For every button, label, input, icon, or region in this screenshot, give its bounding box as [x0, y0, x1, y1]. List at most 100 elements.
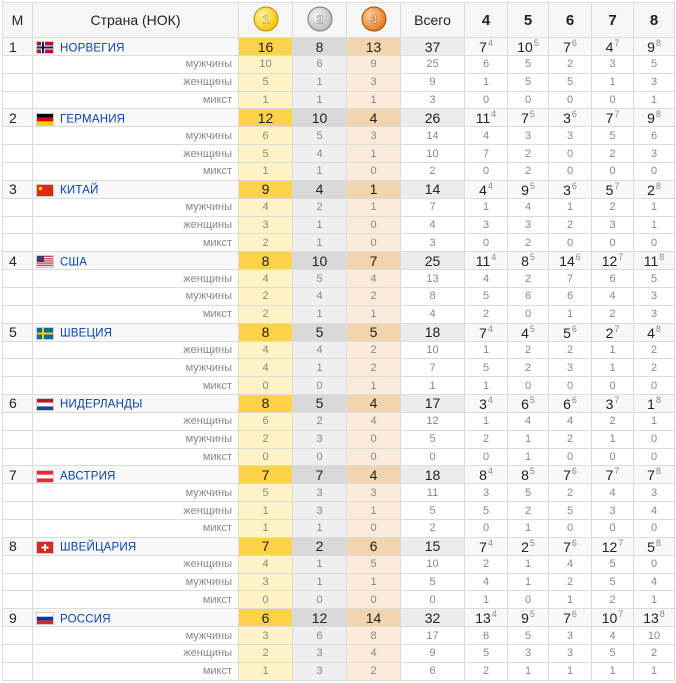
- medal-count: 4: [346, 465, 401, 485]
- place-value: 9: [647, 39, 655, 55]
- sub-row: микст 1 1 1 3 0 0 0 0 1: [2, 90, 675, 110]
- place-count: 7: [548, 269, 592, 288]
- sub-label: микст: [32, 304, 239, 324]
- country-link[interactable]: АВСТРИЯ: [60, 470, 116, 483]
- sub-label: микст: [32, 161, 239, 181]
- medal-count: 4: [346, 393, 401, 413]
- medal-disc: [361, 6, 386, 31]
- sub-label: женщины: [32, 215, 239, 235]
- medal-count: 3: [238, 626, 293, 645]
- place-count: 1: [633, 411, 675, 431]
- sub-label: мужчины: [32, 286, 239, 306]
- medal-count: 7: [238, 536, 293, 556]
- place-count: 0: [633, 518, 675, 538]
- place-count: 114: [464, 251, 508, 271]
- rank: 3: [2, 179, 33, 199]
- place-count: 4: [633, 572, 675, 592]
- medal-count: 1: [346, 144, 401, 163]
- place-count: 0: [633, 161, 675, 181]
- place-count: 48: [633, 322, 675, 342]
- place-value: 5: [563, 324, 571, 341]
- medal-count: 4: [238, 358, 293, 378]
- place-header: 5: [507, 2, 549, 38]
- sub-row: микст 1 3 2 6 2 1 1 1 1: [2, 661, 675, 681]
- place-superscript: 8: [655, 109, 661, 120]
- sub-label: женщины: [32, 643, 239, 663]
- place-count: 3: [548, 358, 592, 378]
- medal-count: 7: [292, 465, 347, 485]
- place-superscript: 5: [529, 252, 535, 263]
- country-cell: ГЕРМАНИЯ: [32, 108, 239, 128]
- country-link[interactable]: ГЕРМАНИЯ: [60, 113, 126, 126]
- total: 17: [400, 393, 465, 413]
- place-superscript: 8: [655, 466, 661, 477]
- place-header: 4: [464, 2, 508, 38]
- place-count: 77: [591, 465, 634, 485]
- place-count: 56: [548, 322, 592, 342]
- country-link[interactable]: ШВЕЦИЯ: [60, 327, 113, 340]
- sub-label: мужчины: [32, 197, 239, 217]
- total: 9: [400, 643, 465, 663]
- place-count: 138: [633, 608, 675, 628]
- total: 18: [400, 465, 465, 485]
- flag: [36, 326, 54, 340]
- place-value: 2: [605, 324, 614, 341]
- medal-count: 0: [238, 376, 293, 395]
- country-link[interactable]: НОРВЕГИЯ: [60, 41, 125, 54]
- place-superscript: 8: [659, 609, 665, 620]
- place-count: 6: [507, 286, 549, 306]
- total: 10: [400, 554, 465, 574]
- medal-header: 3: [346, 2, 401, 38]
- medal-count: 0: [346, 215, 401, 235]
- medal-count: 5: [292, 322, 347, 342]
- empty: [2, 411, 33, 431]
- place-count: 77: [591, 108, 634, 128]
- place-count: 1: [548, 197, 592, 217]
- country-link[interactable]: США: [60, 255, 88, 268]
- medal-count: 4: [346, 643, 401, 663]
- country-link[interactable]: КИТАЙ: [60, 184, 99, 197]
- medal-count: 0: [346, 590, 401, 610]
- place-count: 4: [591, 626, 634, 645]
- country-link[interactable]: ШВЕЙЦАРИЯ: [60, 541, 137, 554]
- place-superscript: 8: [655, 38, 661, 49]
- place-count: 5: [548, 501, 592, 520]
- place-count: 2: [507, 501, 549, 520]
- medal-count: 12: [292, 608, 347, 628]
- place-count: 36: [548, 108, 592, 128]
- sub-label: мужчины: [32, 483, 239, 503]
- place-value: 4: [647, 324, 655, 341]
- place-superscript: 5: [533, 38, 539, 49]
- rank: 5: [2, 322, 33, 342]
- country-link[interactable]: РОССИЯ: [60, 612, 111, 625]
- medal-count: 1: [292, 358, 347, 378]
- sub-label: микст: [32, 376, 239, 395]
- country-row: 8 ШВЕЙЦАРИЯ 7 2 6 15 74 25 76 127 58: [2, 536, 675, 556]
- medal-count: 5: [238, 72, 293, 92]
- total: 4: [400, 215, 465, 235]
- place-superscript: 7: [618, 252, 624, 263]
- place-value: 10: [601, 610, 618, 627]
- empty: [2, 376, 33, 395]
- medal-count: 4: [292, 286, 347, 306]
- place-superscript: 7: [614, 394, 620, 405]
- total: 5: [400, 501, 465, 520]
- medal-count: 5: [238, 483, 293, 503]
- sub-row: мужчины 5 3 3 11 3 5 2 4 3: [2, 483, 675, 503]
- place-count: 1: [507, 661, 549, 681]
- country-link[interactable]: НИДЕРЛАНДЫ: [60, 398, 143, 411]
- place-count: 1: [591, 72, 634, 92]
- place-count: 1: [464, 376, 508, 395]
- place-value: 6: [563, 395, 571, 412]
- place-count: 18: [633, 393, 675, 413]
- place-count: 2: [507, 269, 549, 288]
- place-count: 5: [507, 483, 549, 503]
- medal-count: 7: [346, 251, 401, 271]
- medal-count: 6: [238, 608, 293, 628]
- place-count: 5: [633, 269, 675, 288]
- place-value: 7: [605, 110, 614, 127]
- rank: 6: [2, 393, 33, 413]
- medal-count: 6: [292, 55, 347, 74]
- place-value: 3: [479, 395, 487, 412]
